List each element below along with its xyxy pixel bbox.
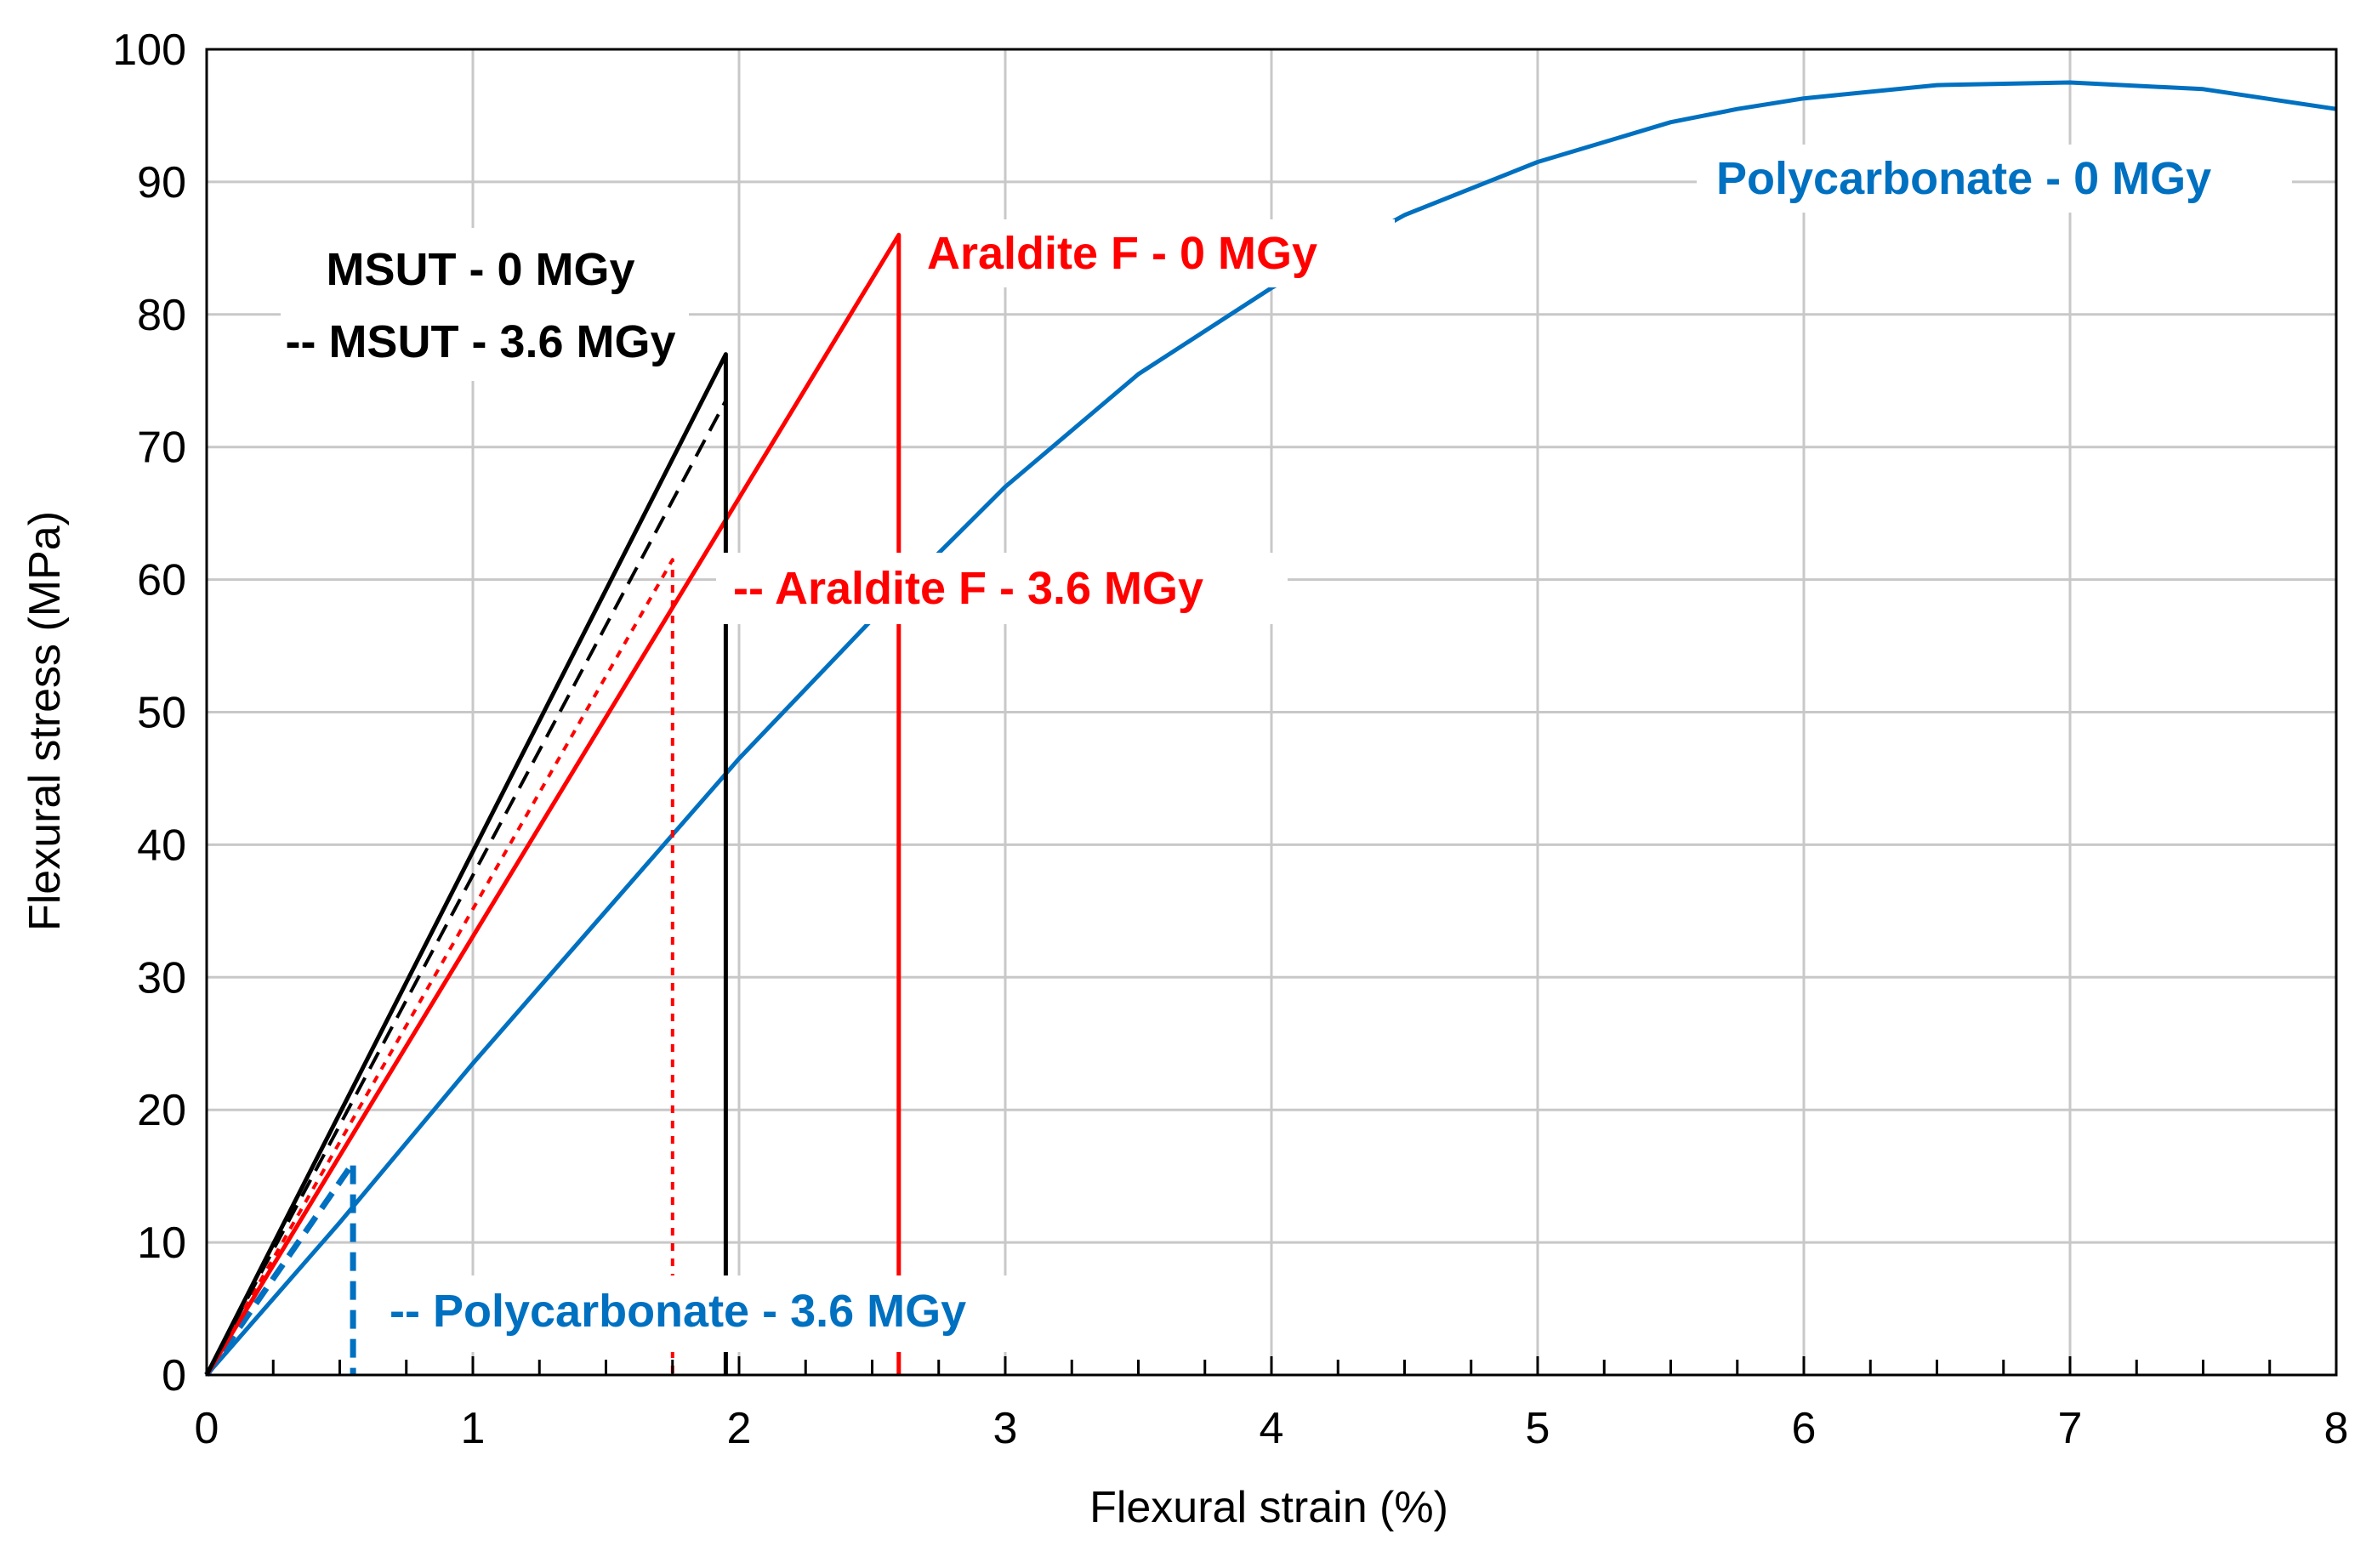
annotation-polycarbonate-36: -- Polycarbonate - 3.6 MGy bbox=[390, 1286, 966, 1337]
series-line-2 bbox=[204, 232, 901, 1377]
series-line-3 bbox=[205, 558, 674, 1376]
x-tick-label: 6 bbox=[1792, 1404, 1817, 1453]
msut-label-bg bbox=[281, 228, 689, 381]
x-tick-label: 8 bbox=[2324, 1404, 2349, 1453]
annotation-msut-0: MSUT - 0 MGy bbox=[326, 244, 634, 295]
annotation-polycarbonate-0: Polycarbonate - 0 MGy bbox=[1716, 153, 2211, 204]
polycarbonate-0-label-bg bbox=[1697, 145, 2292, 213]
x-axis-title: Flexural strain (%) bbox=[1089, 1483, 1448, 1532]
labels: Flexural strain (%) Flexural stress (MPa… bbox=[20, 511, 1448, 1532]
x-tick-label: 2 bbox=[727, 1404, 752, 1453]
annotation-msut-36: -- MSUT - 3.6 MGy bbox=[285, 316, 675, 367]
y-tick-label: 0 bbox=[162, 1351, 186, 1400]
annotation-araldite-0: Araldite F - 0 MGy bbox=[927, 228, 1317, 279]
x-tick-label: 3 bbox=[993, 1404, 1018, 1453]
y-tick-label: 100 bbox=[112, 26, 186, 75]
y-tick-label: 60 bbox=[137, 556, 186, 605]
y-tick-label: 50 bbox=[137, 689, 186, 738]
araldite-36-label-bg bbox=[716, 553, 1288, 624]
y-tick-label: 80 bbox=[137, 291, 186, 340]
annotations: MSUT - 0 MGy -- MSUT - 3.6 MGy Araldite … bbox=[281, 145, 2292, 1352]
x-tick-label: 5 bbox=[1526, 1404, 1550, 1453]
y-tick-label: 10 bbox=[137, 1219, 186, 1268]
polycarbonate-36-label-bg bbox=[374, 1275, 1055, 1352]
araldite-0-label-bg bbox=[919, 219, 1395, 287]
annotation-araldite-36: -- Araldite F - 3.6 MGy bbox=[733, 563, 1203, 614]
x-tick-label: 4 bbox=[1260, 1404, 1284, 1453]
x-tick-label: 7 bbox=[2058, 1404, 2083, 1453]
series-line-5 bbox=[205, 399, 728, 1376]
x-tick-label: 1 bbox=[461, 1404, 486, 1453]
y-tick-label: 90 bbox=[137, 158, 186, 207]
y-tick-label: 30 bbox=[137, 953, 186, 1003]
y-tick-label: 70 bbox=[137, 423, 186, 473]
x-tick-label: 0 bbox=[195, 1404, 219, 1453]
y-tick-label: 20 bbox=[137, 1086, 186, 1135]
y-tick-label: 40 bbox=[137, 821, 186, 870]
y-axis-title: Flexural stress (MPa) bbox=[20, 511, 70, 931]
